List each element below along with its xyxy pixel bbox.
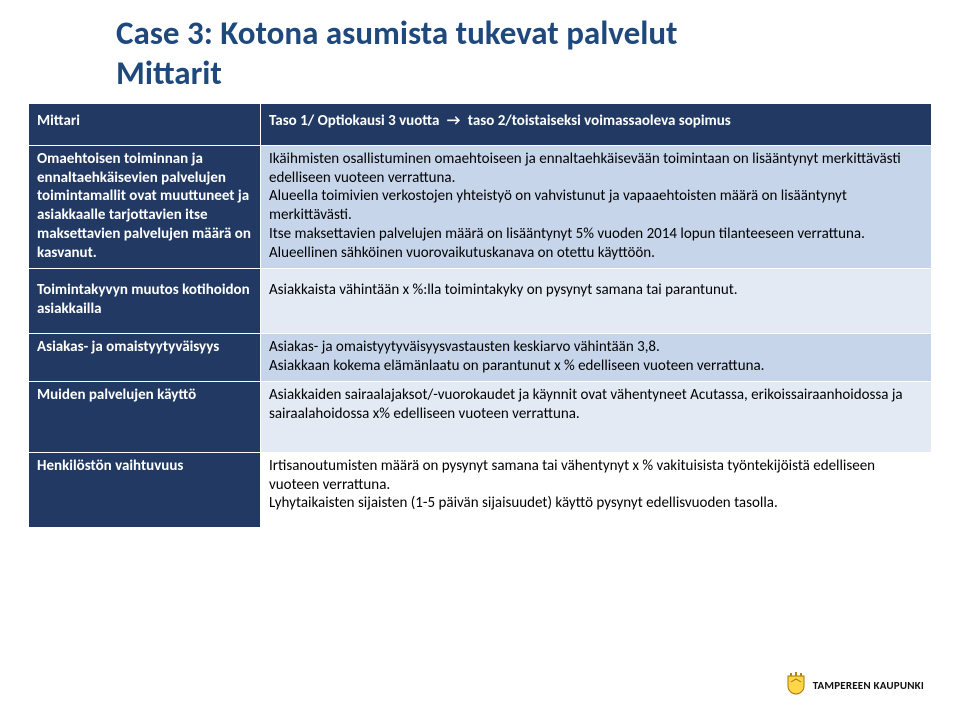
footer-logo: TAMPEREEN KAUPUNKI: [785, 672, 924, 698]
row-label: Asiakas- ja omaistyytyväisyys: [29, 333, 261, 382]
table-row: Muiden palvelujen käyttö Asiakkaiden sai…: [29, 382, 932, 453]
row-label: Muiden palvelujen käyttö: [29, 382, 261, 453]
slide: Case 3: Kotona asumista tukevat palvelut…: [0, 0, 960, 712]
row-value: Asiakkaiden sairaalajaksot/-vuorokaudet …: [261, 382, 932, 453]
table-row: Asiakas- ja omaistyytyväisyys Asiakas- j…: [29, 333, 932, 382]
header-col2-post: taso 2/toistaiseksi voimassaoleva sopimu…: [468, 112, 731, 130]
slide-title: Case 3: Kotona asumista tukevat palvelut…: [116, 14, 932, 93]
metrics-table: Mittari Taso 1/ Optiokausi 3 vuotta → ta…: [28, 103, 932, 528]
header-col-1: Mittari: [29, 104, 261, 146]
arrow-icon: →: [447, 112, 461, 131]
title-line-2: Mittarit: [116, 53, 222, 93]
table-row: Omaehtoisen toiminnan ja ennaltaehkäisev…: [29, 145, 932, 269]
row-value: Asiakkaista vähintään x %:lla toimintaky…: [261, 269, 932, 334]
header-col-2: Taso 1/ Optiokausi 3 vuotta → taso 2/toi…: [261, 104, 932, 146]
table-row: Toimintakyvyn muutos kotihoidon asiakkai…: [29, 269, 932, 334]
crest-icon: [785, 672, 807, 698]
title-line-1: Case 3: Kotona asumista tukevat palvelut: [116, 13, 677, 53]
table-header-row: Mittari Taso 1/ Optiokausi 3 vuotta → ta…: [29, 104, 932, 146]
row-value: Asiakas- ja omaistyytyväisyysvastausten …: [261, 333, 932, 382]
row-value: Ikäihmisten osallistuminen omaehtoiseen …: [261, 145, 932, 269]
table-row: Henkilöstön vaihtuvuus Irtisanoutumisten…: [29, 452, 932, 527]
row-label: Henkilöstön vaihtuvuus: [29, 452, 261, 527]
row-value: Irtisanoutumisten määrä on pysynyt saman…: [261, 452, 932, 527]
table-body: Omaehtoisen toiminnan ja ennaltaehkäisev…: [29, 145, 932, 527]
header-col2-pre: Taso 1/ Optiokausi 3 vuotta: [269, 112, 439, 130]
row-label: Toimintakyvyn muutos kotihoidon asiakkai…: [29, 269, 261, 334]
footer-org: TAMPEREEN KAUPUNKI: [813, 679, 924, 692]
row-label: Omaehtoisen toiminnan ja ennaltaehkäisev…: [29, 145, 261, 269]
